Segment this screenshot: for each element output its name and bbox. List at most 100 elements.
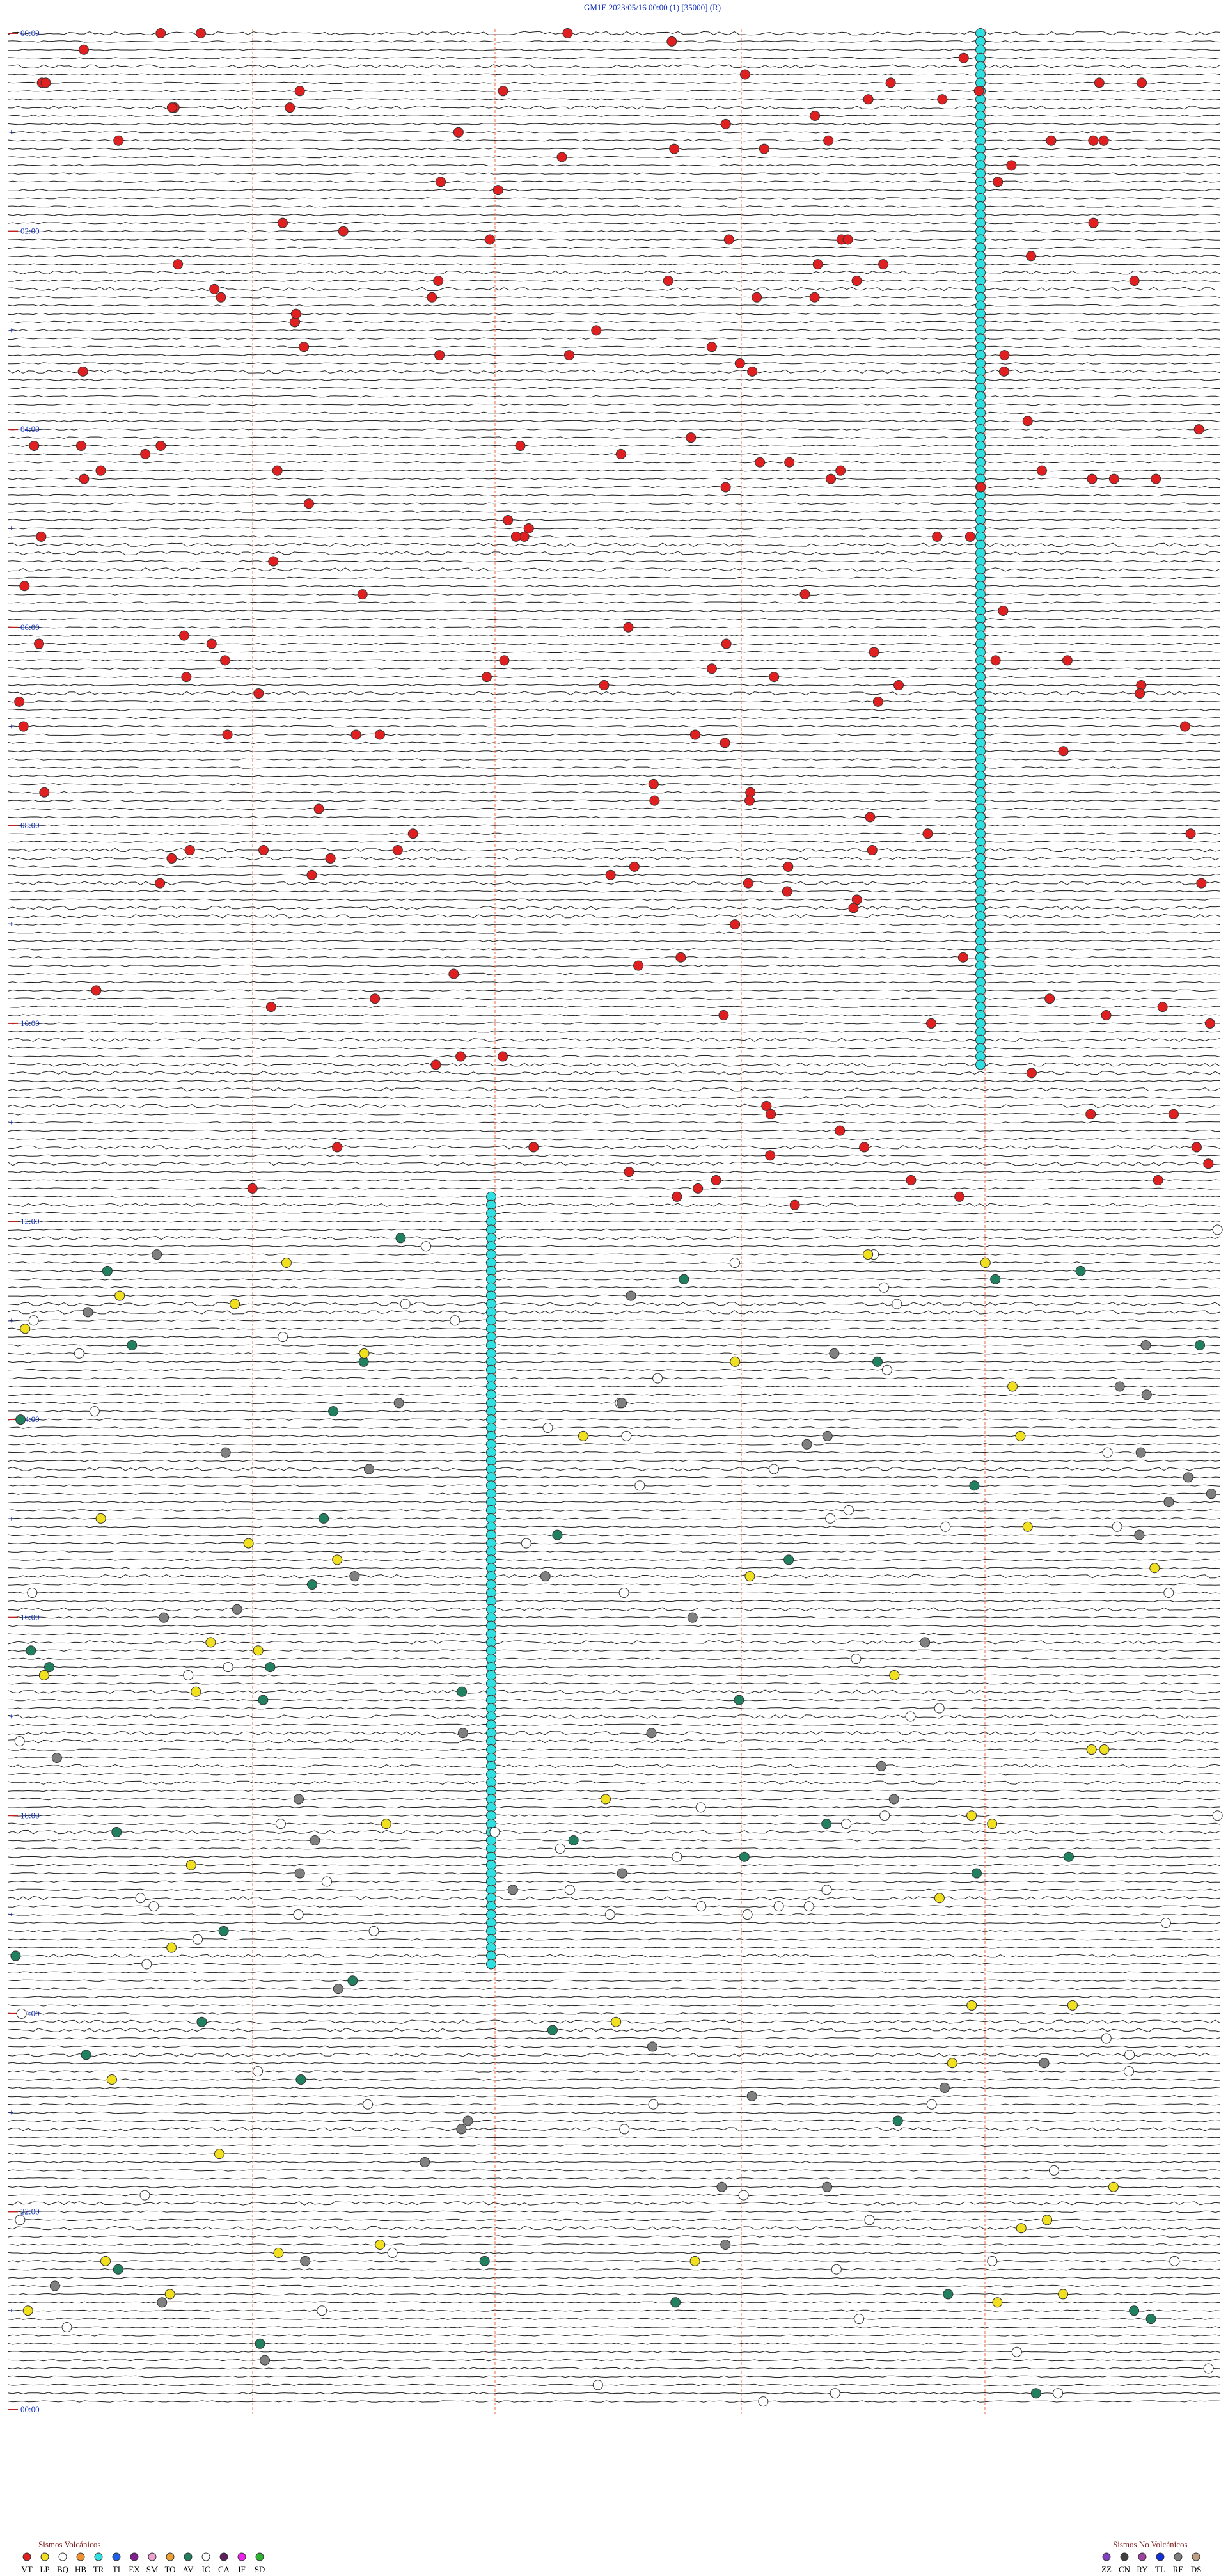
legend-marker xyxy=(166,2552,175,2561)
trace xyxy=(7,2037,1221,2040)
trace xyxy=(7,98,1221,100)
trace xyxy=(7,1492,1221,1495)
trace xyxy=(7,2144,1221,2147)
event-marker xyxy=(812,259,823,270)
trace xyxy=(7,395,1221,398)
trace xyxy=(7,214,1221,216)
trace xyxy=(7,684,1221,686)
trace xyxy=(7,469,1221,472)
event-marker xyxy=(723,234,734,245)
event-marker xyxy=(706,663,717,674)
trace xyxy=(7,1872,1221,1875)
legend-label: SD xyxy=(255,2564,265,2574)
event-marker xyxy=(893,680,904,691)
trace xyxy=(7,1979,1221,1982)
trace xyxy=(7,1361,1221,1363)
trace xyxy=(7,453,1220,455)
legend-label: DS xyxy=(1191,2564,1202,2574)
trace xyxy=(7,1476,1221,1479)
event-marker xyxy=(74,1348,84,1359)
event-marker xyxy=(498,86,508,97)
trace xyxy=(7,2334,1221,2337)
trace xyxy=(7,824,1221,827)
event-marker xyxy=(752,292,762,303)
event-marker xyxy=(1124,2066,1135,2077)
event-marker xyxy=(878,1282,889,1293)
event-marker xyxy=(867,845,878,856)
event-marker xyxy=(1085,1109,1096,1119)
event-marker xyxy=(934,1893,945,1904)
trace xyxy=(7,576,1221,580)
event-marker xyxy=(281,1257,292,1268)
trace xyxy=(7,40,1221,43)
event-marker xyxy=(299,342,310,352)
event-marker xyxy=(706,342,717,352)
trace xyxy=(7,972,1221,976)
event-marker xyxy=(1212,1810,1223,1821)
trace xyxy=(7,64,1221,68)
trace xyxy=(7,2218,1221,2222)
event-marker xyxy=(604,1909,615,1920)
event-marker xyxy=(20,1324,31,1334)
legend-marker xyxy=(255,2552,264,2561)
event-marker xyxy=(481,672,492,683)
event-marker xyxy=(277,217,288,228)
event-marker xyxy=(940,1521,951,1532)
event-marker xyxy=(738,2190,749,2201)
event-marker xyxy=(230,1299,240,1309)
event-marker xyxy=(49,2280,60,2291)
event-marker xyxy=(19,581,30,592)
trace xyxy=(7,2318,1221,2320)
trace xyxy=(7,1129,1221,1132)
trace xyxy=(7,1022,1220,1025)
trace xyxy=(7,2045,1221,2048)
trace xyxy=(7,1895,1221,1900)
event-marker xyxy=(1134,1529,1145,1540)
event-marker xyxy=(10,1950,21,1961)
event-marker xyxy=(34,638,45,649)
event-marker xyxy=(127,1339,138,1350)
event-marker xyxy=(1193,424,1204,435)
event-marker xyxy=(395,1233,406,1244)
event-marker xyxy=(159,1612,169,1623)
trace xyxy=(7,345,1221,348)
event-marker xyxy=(990,655,1001,666)
event-marker xyxy=(716,2181,727,2192)
trace xyxy=(7,1071,1221,1075)
event-marker xyxy=(881,1364,892,1375)
trace xyxy=(7,1442,1221,1446)
trace xyxy=(7,2136,1221,2139)
event-marker xyxy=(528,1142,539,1153)
event-marker xyxy=(152,1249,162,1260)
event-marker xyxy=(166,853,177,864)
trace xyxy=(7,799,1221,802)
legend-marker xyxy=(58,2552,67,2561)
trace xyxy=(7,1616,1221,1619)
trace xyxy=(7,1310,1221,1315)
event-marker xyxy=(28,1315,39,1326)
event-marker xyxy=(15,2215,26,2225)
event-marker xyxy=(975,482,986,493)
event-marker xyxy=(966,2000,977,2011)
event-marker xyxy=(932,531,943,542)
trace xyxy=(7,1963,1221,1966)
trace xyxy=(7,312,1220,315)
legend-label: EX xyxy=(129,2564,140,2574)
event-marker xyxy=(113,2264,123,2275)
trace xyxy=(7,2359,1221,2362)
event-marker xyxy=(971,1868,982,1879)
trace xyxy=(7,1922,1221,1924)
trace xyxy=(7,519,1221,521)
event-marker xyxy=(599,680,610,691)
event-marker xyxy=(166,102,177,113)
trace xyxy=(7,989,1221,992)
event-marker xyxy=(743,878,753,889)
event-marker xyxy=(634,1480,645,1491)
trace xyxy=(7,2062,1221,2065)
event-marker xyxy=(196,2016,207,2027)
time-label: 22:00 xyxy=(20,2206,40,2216)
trace xyxy=(7,180,1221,183)
trace xyxy=(7,1435,1221,1437)
trace xyxy=(7,791,1221,794)
event-marker xyxy=(830,2388,840,2399)
